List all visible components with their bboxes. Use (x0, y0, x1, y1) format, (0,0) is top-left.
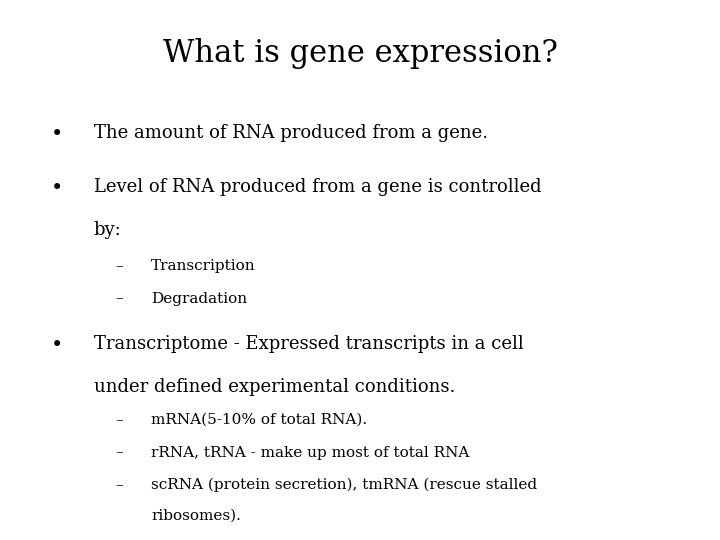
Text: scRNA (protein secretion), tmRNA (rescue stalled: scRNA (protein secretion), tmRNA (rescue… (151, 478, 537, 492)
Text: The amount of RNA produced from a gene.: The amount of RNA produced from a gene. (94, 124, 487, 142)
Text: –: – (115, 292, 123, 306)
Text: What is gene expression?: What is gene expression? (163, 38, 557, 69)
Text: –: – (115, 413, 123, 427)
Text: by:: by: (94, 221, 122, 239)
Text: mRNA(5-10% of total RNA).: mRNA(5-10% of total RNA). (151, 413, 367, 427)
Text: •: • (50, 335, 63, 355)
Text: •: • (50, 178, 63, 198)
Text: Degradation: Degradation (151, 292, 248, 306)
Text: Transcriptome - Expressed transcripts in a cell: Transcriptome - Expressed transcripts in… (94, 335, 523, 353)
Text: ribosomes).: ribosomes). (151, 509, 241, 523)
Text: Transcription: Transcription (151, 259, 256, 273)
Text: rRNA, tRNA - make up most of total RNA: rRNA, tRNA - make up most of total RNA (151, 446, 469, 460)
Text: •: • (50, 124, 63, 144)
Text: under defined experimental conditions.: under defined experimental conditions. (94, 378, 455, 396)
Text: –: – (115, 446, 123, 460)
Text: Level of RNA produced from a gene is controlled: Level of RNA produced from a gene is con… (94, 178, 541, 196)
Text: –: – (115, 259, 123, 273)
Text: –: – (115, 478, 123, 492)
